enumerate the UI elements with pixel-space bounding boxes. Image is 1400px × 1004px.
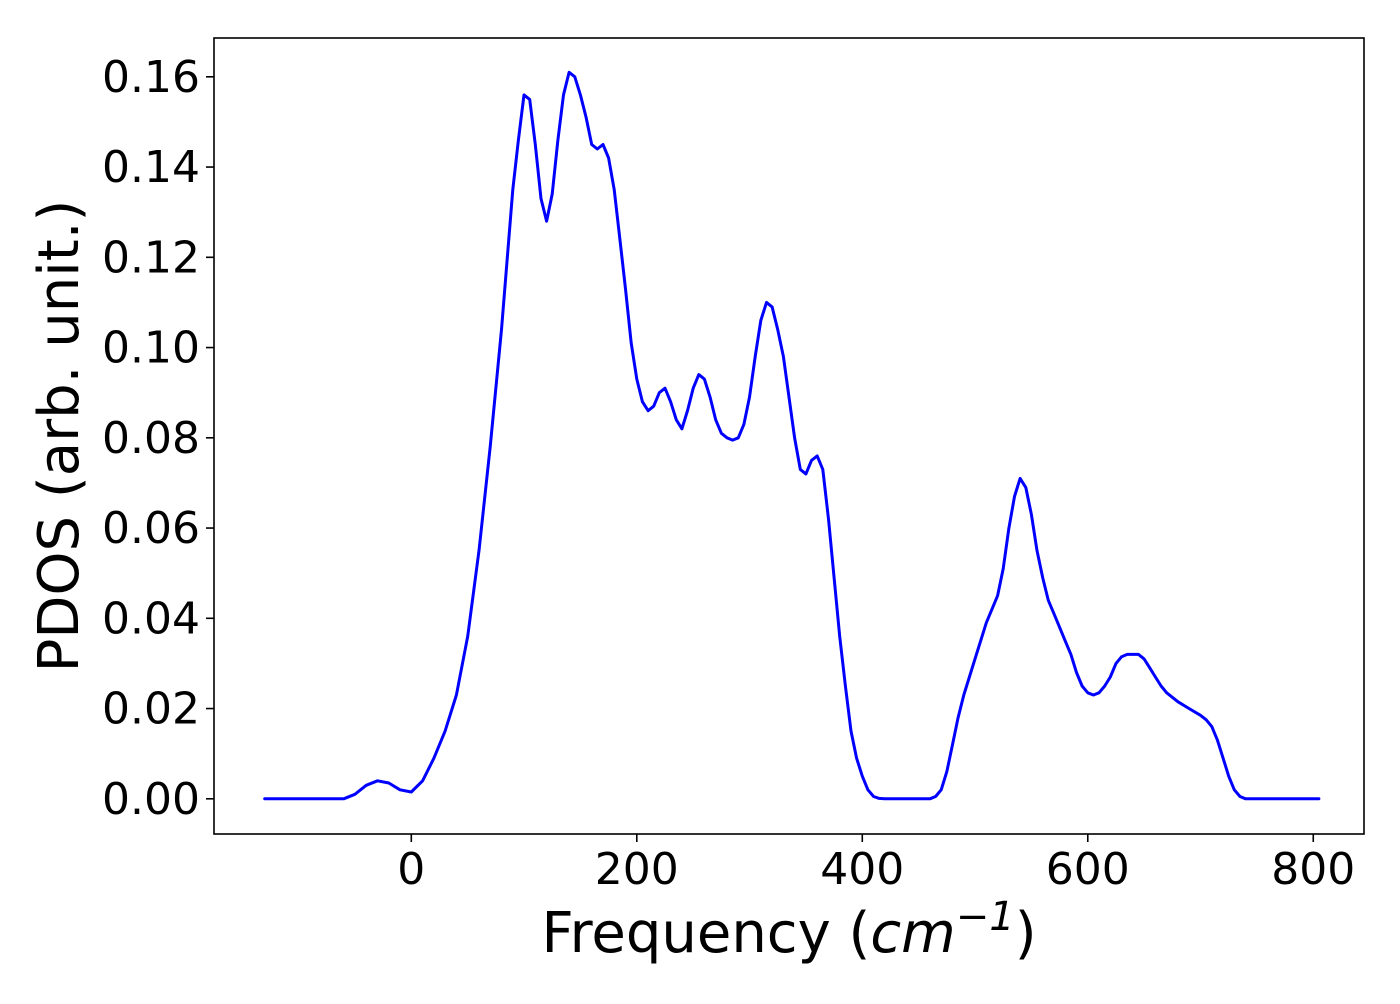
y-tick-label: 0.16 xyxy=(102,52,200,103)
tick-layer: 0 200 400 600 800 0.00 0.02 0.04 0.06 0.08 0.10 0.1… xyxy=(102,52,1355,895)
plot-area xyxy=(213,37,1365,835)
y-tick-label: 0.06 xyxy=(102,503,200,554)
x-axis-title: Frequency (cm−1) xyxy=(541,894,1036,966)
x-tick-label: 0 xyxy=(397,844,425,895)
x-axis-title-unit: cm xyxy=(870,901,955,966)
x-axis-title-suffix: ) xyxy=(1015,901,1037,966)
x-tick-label: 600 xyxy=(1046,844,1130,895)
y-tick-label: 0.04 xyxy=(102,593,200,644)
y-tick-label: 0.14 xyxy=(102,142,200,193)
y-tick-label: 0.08 xyxy=(102,413,200,464)
y-tick-label: 0.10 xyxy=(102,323,200,374)
x-tick-label: 400 xyxy=(820,844,904,895)
x-axis-title-prefix: Frequency ( xyxy=(541,901,870,966)
y-tick-label: 0.02 xyxy=(102,684,200,735)
x-tick-label: 800 xyxy=(1271,844,1355,895)
y-axis-title: PDOS (arb. unit.) xyxy=(27,200,92,673)
x-tick-label: 200 xyxy=(595,844,679,895)
x-axis-title-exponent: −1 xyxy=(956,894,1015,940)
y-tick-label: 0.12 xyxy=(102,232,200,283)
series-line xyxy=(263,70,1321,801)
y-tick-label: 0.00 xyxy=(102,774,200,825)
